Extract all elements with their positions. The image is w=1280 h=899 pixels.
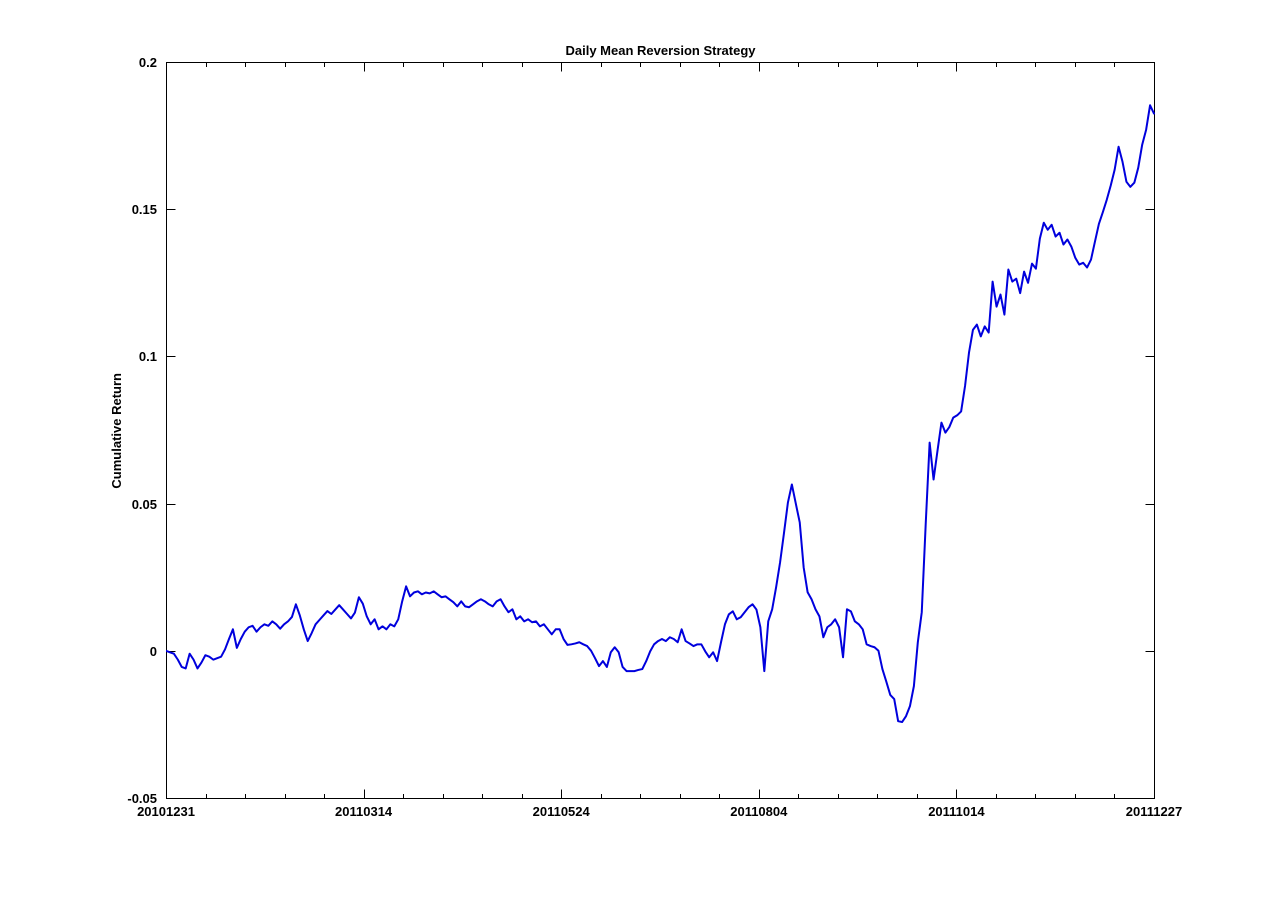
- x-tick-label: 20101231: [137, 804, 195, 819]
- x-tick-label: 20111227: [1125, 804, 1183, 819]
- plot-area: [166, 62, 1155, 799]
- x-tick-label: 20110524: [532, 804, 590, 819]
- x-tick-label: 20110804: [730, 804, 788, 819]
- y-axis-label: Cumulative Return: [106, 62, 126, 799]
- y-tick-label: 0.15: [131, 202, 157, 218]
- x-tick-label: 20110314: [335, 804, 393, 819]
- y-tick-label: -0.05: [127, 791, 157, 806]
- y-tick-label: 0: [149, 643, 157, 659]
- series-line-cumulative-return: [166, 104, 1155, 724]
- chart-svg: [166, 62, 1155, 799]
- plot-box: [166, 62, 1155, 799]
- axis-ticks: [166, 62, 1155, 799]
- chart-title: Daily Mean Reversion Strategy: [565, 43, 756, 58]
- y-axis-label-text: Cumulative Return: [108, 372, 124, 489]
- y-tick-label: 0.05: [131, 496, 157, 512]
- y-tick-label: 0.2: [138, 55, 157, 70]
- y-tick-label: 0.1: [138, 349, 157, 365]
- x-tick-label: 20111014: [928, 804, 985, 819]
